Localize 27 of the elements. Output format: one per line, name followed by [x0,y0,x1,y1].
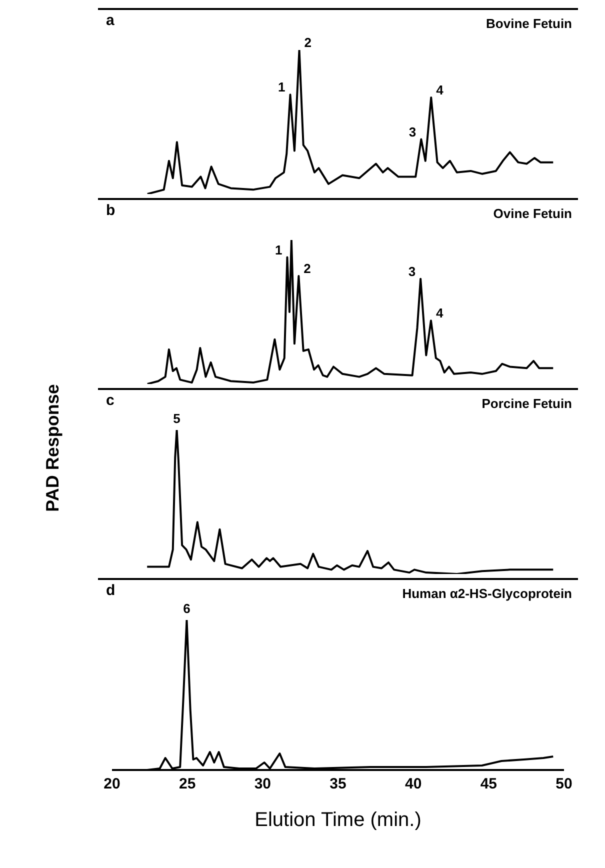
annotation: 2 [304,261,311,276]
chart-title: Porcine Fetuin [482,396,572,411]
chart-title: Bovine Fetuin [486,16,572,31]
x-tick-label: 30 [254,776,272,793]
text: a [106,12,114,29]
text: d [106,582,116,599]
annotation: 5 [173,411,180,426]
chart-title: Human α2-HS-Glycoprotein [402,586,572,601]
x-tick-label: 50 [556,776,572,793]
annotation: 1 [274,242,282,258]
x-axis-title: Elution Time (min.) [254,809,422,831]
x-tick-label: 25 [178,776,196,793]
annotation: 1 [278,80,286,95]
x-tick-label: 45 [480,776,498,793]
annotation: 4 [436,306,444,321]
x-tick-label: 35 [330,776,346,793]
annotation: 2 [304,35,312,50]
chart-title: Ovine Fetuin [493,206,572,221]
text: b [106,202,116,219]
x-tick-label: 20 [104,776,120,793]
text: c [106,392,114,409]
annotation: 6 [183,601,190,616]
annotation: 4 [436,82,444,98]
x-tick-label: 40 [404,776,422,793]
annotation: 3 [408,264,416,279]
annotation: 3 [408,124,416,140]
y-axis-title: PAD Response [42,384,64,512]
